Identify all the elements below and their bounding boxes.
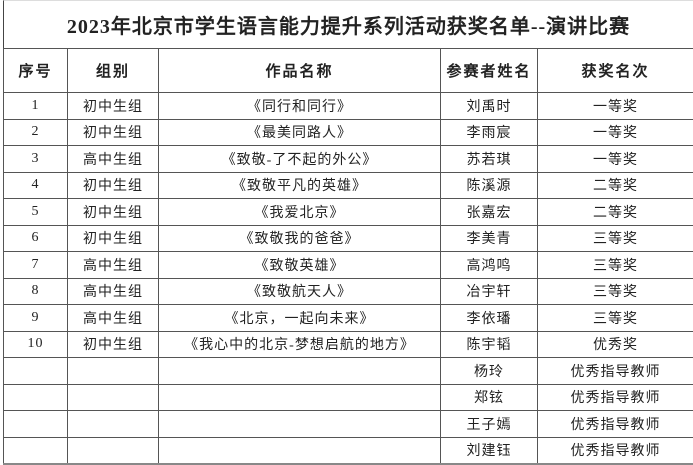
- cell-col-award: 一等奖: [537, 145, 693, 173]
- cell-col-work-title: 《最美同路人》: [158, 118, 441, 146]
- table-row: 刘建钰 优秀指导教师: [3, 436, 693, 465]
- cell-col-group: 高中生组: [67, 145, 159, 173]
- cell-col-index: 7: [3, 251, 68, 279]
- award-table: 序号 组别 作品名称 参赛者姓名 获奖名次 1 初中生组 《同行和同行》 刘禹时 一等奖 2 初中生…: [3, 48, 693, 465]
- table-row: 6 初中生组 《致敬我的爸爸》 李美青 三等奖: [3, 224, 693, 252]
- table-row: 郑铉 优秀指导教师: [3, 383, 693, 411]
- header-col-award: 获奖名次: [537, 48, 693, 93]
- cell-col-work-title: 《致敬英雄》: [158, 251, 441, 279]
- cell-col-award: 一等奖: [537, 118, 693, 146]
- cell-col-group: [67, 436, 159, 465]
- cell-col-participant: 张嘉宏: [440, 198, 538, 226]
- cell-col-work-title: [158, 436, 441, 465]
- table-row: 5 初中生组 《我爱北京》 张嘉宏 二等奖: [3, 198, 693, 226]
- cell-col-group: 高中生组: [67, 304, 159, 332]
- cell-col-work-title: 《我心中的北京-梦想启航的地方》: [158, 330, 441, 358]
- table-row: 杨玲 优秀指导教师: [3, 357, 693, 385]
- cell-col-participant: 李美青: [440, 224, 538, 252]
- cell-col-work-title: 《致敬-了不起的外公》: [158, 145, 441, 173]
- cell-col-participant: 李雨宸: [440, 118, 538, 146]
- cell-col-work-title: [158, 383, 441, 411]
- cell-col-index: 1: [3, 92, 68, 120]
- cell-col-group: 初中生组: [67, 330, 159, 358]
- cell-col-participant: 杨玲: [440, 357, 538, 385]
- cell-col-group: [67, 357, 159, 385]
- cell-col-index: [3, 410, 68, 438]
- cell-col-participant: 郑铉: [440, 383, 538, 411]
- cell-col-award: 优秀奖: [537, 330, 693, 358]
- cell-col-award: 三等奖: [537, 277, 693, 305]
- cell-col-award: 二等奖: [537, 198, 693, 226]
- table-row: 2 初中生组 《最美同路人》 李雨宸 一等奖: [3, 118, 693, 146]
- cell-col-group: 初中生组: [67, 224, 159, 252]
- header-row: 序号 组别 作品名称 参赛者姓名 获奖名次: [3, 48, 693, 93]
- cell-col-index: 10: [3, 330, 68, 358]
- header-col-group: 组别: [67, 48, 159, 93]
- cell-col-participant: 苏若琪: [440, 145, 538, 173]
- cell-col-work-title: 《我爱北京》: [158, 198, 441, 226]
- cell-col-index: 3: [3, 145, 68, 173]
- cell-col-work-title: 《致敬平凡的英雄》: [158, 171, 441, 199]
- cell-col-award: 一等奖: [537, 92, 693, 120]
- cell-col-award: 优秀指导教师: [537, 357, 693, 385]
- cell-col-work-title: 《致敬我的爸爸》: [158, 224, 441, 252]
- cell-col-index: [3, 383, 68, 411]
- cell-col-award: 三等奖: [537, 224, 693, 252]
- document-title: 2023年北京市学生语言能力提升系列活动获奖名单--演讲比赛: [3, 0, 693, 48]
- cell-col-award: 优秀指导教师: [537, 436, 693, 465]
- table-row: 8 高中生组 《致敬航天人》 冶宇轩 三等奖: [3, 277, 693, 305]
- cell-col-award: 优秀指导教师: [537, 383, 693, 411]
- cell-col-group: [67, 410, 159, 438]
- cell-col-participant: 刘建钰: [440, 436, 538, 465]
- cell-col-award: 三等奖: [537, 304, 693, 332]
- cell-col-award: 优秀指导教师: [537, 410, 693, 438]
- table-row: 3 高中生组 《致敬-了不起的外公》 苏若琪 一等奖: [3, 145, 693, 173]
- cell-col-participant: 冶宇轩: [440, 277, 538, 305]
- table-row: 王子嫣 优秀指导教师: [3, 410, 693, 438]
- cell-col-work-title: 《同行和同行》: [158, 92, 441, 120]
- cell-col-participant: 高鸿鸣: [440, 251, 538, 279]
- cell-col-index: 8: [3, 277, 68, 305]
- cell-col-index: 5: [3, 198, 68, 226]
- cell-col-group: 初中生组: [67, 171, 159, 199]
- cell-col-participant: 王子嫣: [440, 410, 538, 438]
- cell-col-index: 9: [3, 304, 68, 332]
- cell-col-participant: 陈宇韬: [440, 330, 538, 358]
- cell-col-group: 初中生组: [67, 198, 159, 226]
- cell-col-index: [3, 436, 68, 465]
- table-row: 10 初中生组 《我心中的北京-梦想启航的地方》 陈宇韬 优秀奖: [3, 330, 693, 358]
- cell-col-group: 高中生组: [67, 251, 159, 279]
- cell-col-work-title: [158, 410, 441, 438]
- cell-col-index: 6: [3, 224, 68, 252]
- cell-col-award: 三等奖: [537, 251, 693, 279]
- cell-col-index: 2: [3, 118, 68, 146]
- cell-col-participant: 陈溪源: [440, 171, 538, 199]
- cell-col-group: 初中生组: [67, 118, 159, 146]
- header-col-work-title: 作品名称: [158, 48, 441, 93]
- table-row: 1 初中生组 《同行和同行》 刘禹时 一等奖: [3, 92, 693, 120]
- table-row: 9 高中生组 《北京，一起向未来》 李依璠 三等奖: [3, 304, 693, 332]
- cell-col-index: [3, 357, 68, 385]
- cell-col-work-title: 《致敬航天人》: [158, 277, 441, 305]
- cell-col-participant: 李依璠: [440, 304, 538, 332]
- table-row: 7 高中生组 《致敬英雄》 高鸿鸣 三等奖: [3, 251, 693, 279]
- cell-col-index: 4: [3, 171, 68, 199]
- award-list-document: 2023年北京市学生语言能力提升系列活动获奖名单--演讲比赛 序号 组别 作品名称参…: [3, 0, 693, 465]
- cell-col-participant: 刘禹时: [440, 92, 538, 120]
- cell-col-work-title: 《北京，一起向未来》: [158, 304, 441, 332]
- cell-col-group: 高中生组: [67, 277, 159, 305]
- header-col-index: 序号: [3, 48, 68, 93]
- cell-col-group: 初中生组: [67, 92, 159, 120]
- table-row: 4 初中生组 《致敬平凡的英雄》 陈溪源 二等奖: [3, 171, 693, 199]
- cell-col-work-title: [158, 357, 441, 385]
- header-col-participant: 参赛者姓名: [440, 48, 538, 93]
- cell-col-award: 二等奖: [537, 171, 693, 199]
- cell-col-group: [67, 383, 159, 411]
